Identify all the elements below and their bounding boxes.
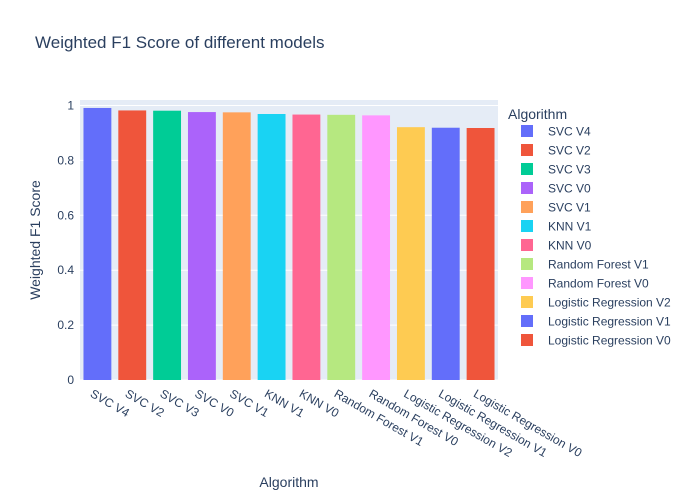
legend-label: SVC V1 [548, 201, 591, 215]
gridlines [80, 104, 498, 381]
legend-label: Random Forest V0 [548, 277, 649, 291]
x-tick-label: SVC V1 [227, 386, 271, 420]
legend-item[interactable]: KNN V1 [521, 220, 592, 234]
bar[interactable] [466, 128, 495, 380]
bar[interactable] [222, 112, 251, 381]
y-tick-label: 0 [67, 373, 74, 387]
legend-item[interactable]: KNN V0 [521, 239, 592, 253]
y-tick-label: 0.6 [57, 208, 74, 222]
legend-label: SVC V0 [548, 182, 591, 196]
x-tick-label: SVC V0 [192, 386, 236, 420]
legend-item[interactable]: SVC V0 [521, 182, 591, 196]
legend-label: Logistic Regression V1 [548, 315, 671, 329]
bar[interactable] [327, 114, 356, 380]
plot-background [80, 100, 498, 380]
x-tick-label: SVC V4 [88, 386, 132, 420]
x-tick-label: SVC V3 [158, 386, 202, 420]
legend-swatch [521, 144, 533, 156]
y-tick-label: 1 [67, 98, 74, 112]
legend-swatch [521, 220, 533, 232]
bar[interactable] [362, 115, 391, 380]
legend-swatch [521, 125, 533, 137]
bar[interactable] [187, 112, 216, 380]
legend-label: KNN V0 [548, 239, 592, 253]
legend-item[interactable]: Logistic Regression V2 [521, 296, 671, 310]
legend-item[interactable]: Logistic Regression V1 [521, 315, 671, 329]
legend[interactable]: Algorithm SVC V4 SVC V2 SVC V3 SVC V0 SVC V1… [508, 106, 671, 348]
y-axis-ticks: 0 0.2 0.4 0.6 0.8 1 [57, 98, 74, 387]
legend-item[interactable]: SVC V2 [521, 144, 591, 158]
bar[interactable] [153, 110, 182, 381]
legend-label: KNN V1 [548, 220, 592, 234]
legend-label: SVC V3 [548, 163, 591, 177]
legend-item[interactable]: Logistic Regression V0 [521, 334, 671, 348]
legend-swatch [521, 315, 533, 327]
legend-item[interactable]: Random Forest V1 [521, 258, 649, 272]
legend-item[interactable]: SVC V4 [521, 125, 591, 139]
bar[interactable] [396, 127, 425, 380]
legend-label: SVC V2 [548, 144, 591, 158]
legend-item[interactable]: Random Forest V0 [521, 277, 649, 291]
bars [83, 107, 495, 381]
y-tick-label: 0.2 [57, 318, 74, 332]
legend-item[interactable]: SVC V3 [521, 163, 591, 177]
chart-title: Weighted F1 Score of different models [35, 33, 325, 52]
bar[interactable] [83, 107, 112, 380]
y-axis-label: Weighted F1 Score [27, 180, 43, 300]
legend-label: Logistic Regression V2 [548, 296, 671, 310]
legend-swatch [521, 239, 533, 251]
x-axis-label: Algorithm [259, 474, 318, 490]
legend-label: Random Forest V1 [548, 258, 649, 272]
legend-swatch [521, 258, 533, 270]
legend-swatch [521, 334, 533, 346]
bar[interactable] [257, 114, 286, 380]
legend-item[interactable]: SVC V1 [521, 201, 591, 215]
legend-swatch [521, 182, 533, 194]
legend-swatch [521, 163, 533, 175]
legend-swatch [521, 201, 533, 213]
bar[interactable] [292, 114, 321, 381]
y-tick-label: 0.8 [57, 153, 74, 167]
x-tick-label: SVC V2 [123, 386, 167, 420]
legend-label: SVC V4 [548, 125, 591, 139]
legend-swatch [521, 277, 533, 289]
legend-swatch [521, 296, 533, 308]
bar[interactable] [431, 127, 460, 380]
bar[interactable] [118, 110, 147, 381]
legend-label: Logistic Regression V0 [548, 334, 671, 348]
y-tick-label: 0.4 [57, 263, 74, 277]
legend-title: Algorithm [508, 106, 567, 122]
